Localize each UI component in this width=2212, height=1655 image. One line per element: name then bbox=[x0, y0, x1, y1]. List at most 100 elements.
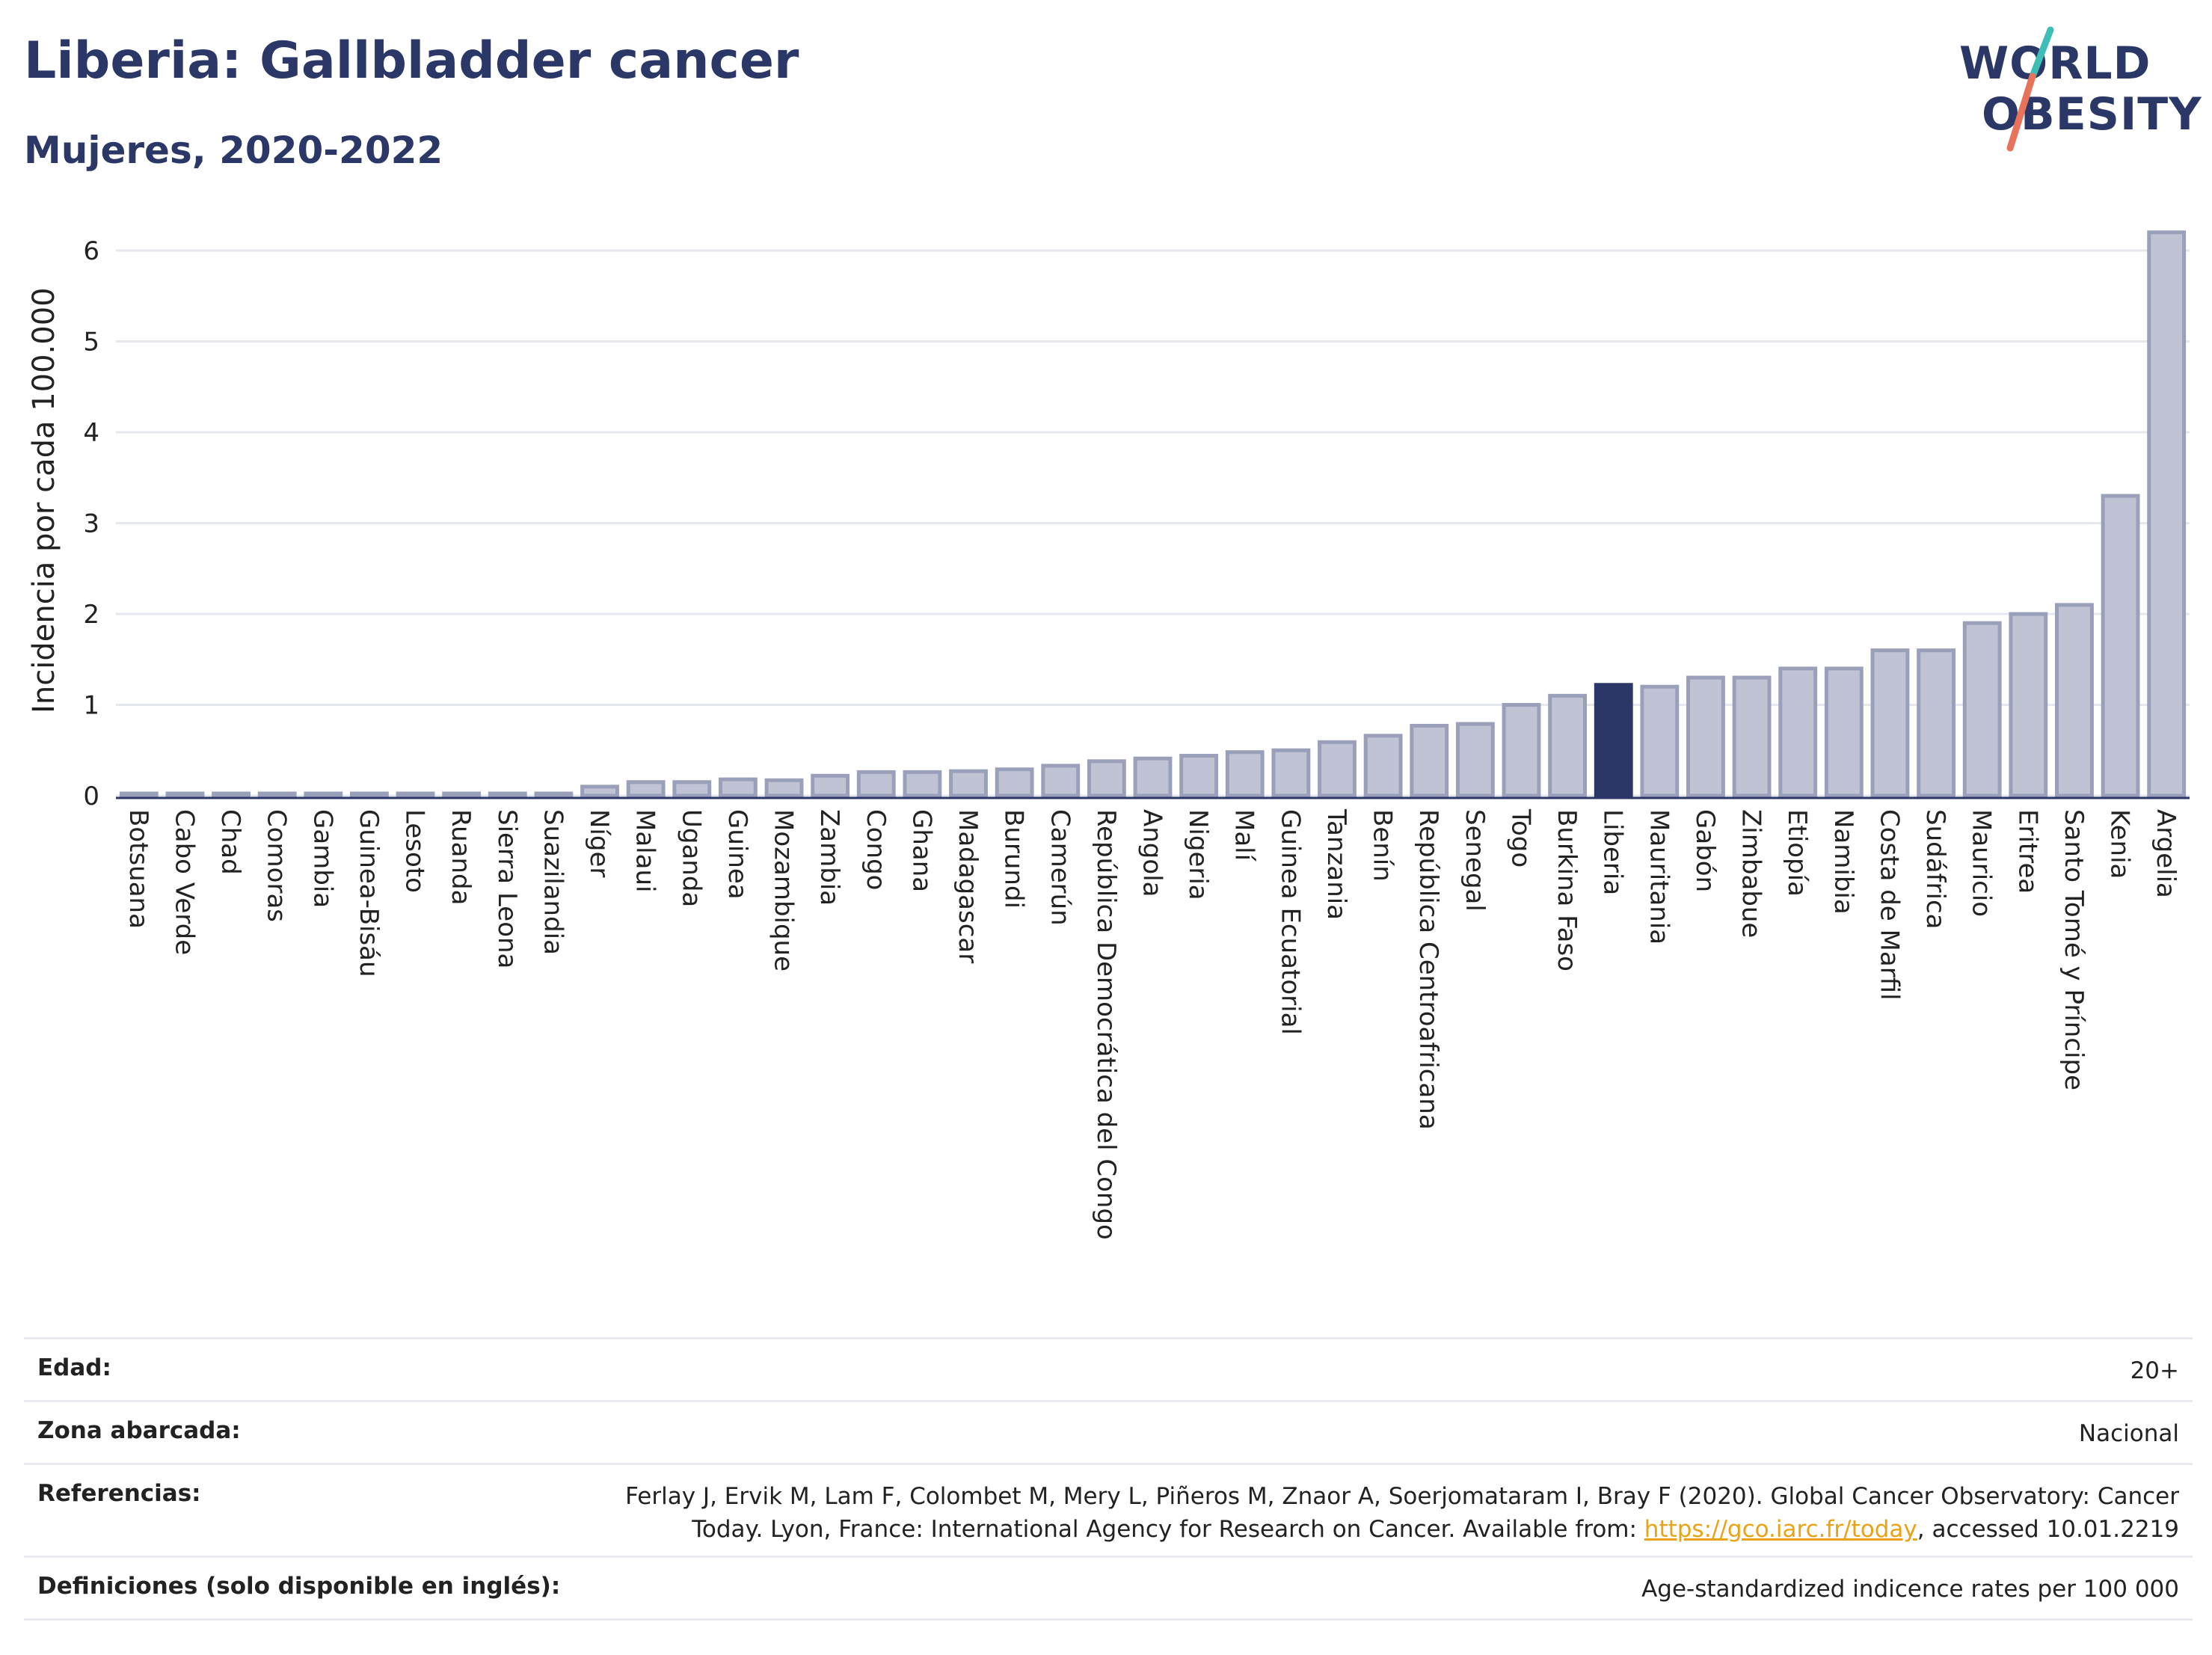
info-table-bottom-border bbox=[24, 1618, 2193, 1621]
bar bbox=[488, 791, 527, 798]
y-tick-label: 5 bbox=[83, 328, 99, 357]
x-tick-label: Mauricio bbox=[1967, 809, 1997, 917]
x-tick-label: Comoras bbox=[262, 809, 292, 922]
info-key-area: Zona abarcada: bbox=[37, 1417, 241, 1444]
bar bbox=[1363, 734, 1403, 798]
bar bbox=[1962, 621, 2002, 798]
x-tick-label: Togo bbox=[1505, 808, 1535, 868]
logo-word-world: WORLD bbox=[1959, 37, 2151, 90]
logo-slash-top bbox=[2029, 26, 2054, 80]
chart-subtitle: Mujeres, 2020-2022 bbox=[24, 129, 443, 172]
reference-line-2-post: , accessed 10.01.2219 bbox=[1917, 1516, 2179, 1543]
bar bbox=[1502, 703, 1541, 798]
info-row-area: Zona abarcada: Nacional bbox=[24, 1400, 2193, 1463]
x-tick-label: Sierra Leona bbox=[492, 809, 522, 968]
x-tick-label: Ghana bbox=[906, 809, 936, 892]
y-tick-labels: 0 1 2 3 4 5 6 bbox=[83, 236, 99, 811]
bar bbox=[304, 791, 343, 798]
y-tick-label: 6 bbox=[83, 236, 99, 266]
x-tick-label: Burkina Faso bbox=[1552, 809, 1582, 971]
x-tick-label: Nigeria bbox=[1183, 809, 1213, 900]
x-tick-label: Camerún bbox=[1045, 809, 1075, 926]
y-axis-label: Incidencia por cada 100.000 bbox=[27, 287, 61, 713]
info-key-references: Referencias: bbox=[37, 1480, 201, 1507]
x-tick-label: Mauritania bbox=[1644, 809, 1674, 945]
info-row-age: Edad: 20+ bbox=[24, 1337, 2193, 1400]
bar bbox=[1640, 684, 1680, 798]
world-obesity-logo: WORLD OBESITY bbox=[1944, 22, 2202, 157]
bar bbox=[212, 791, 251, 798]
bar bbox=[442, 791, 482, 798]
x-tick-label: Chad bbox=[215, 809, 245, 875]
bar bbox=[580, 784, 619, 798]
x-tick-label: Senegal bbox=[1460, 809, 1490, 912]
info-key-definitions: Definiciones (solo disponible en inglés)… bbox=[37, 1573, 561, 1600]
bar bbox=[1778, 666, 1818, 798]
logo-slash-bottom bbox=[2006, 73, 2036, 152]
bar bbox=[2147, 230, 2187, 798]
reference-link[interactable]: https://gco.iarc.fr/today bbox=[1644, 1516, 1917, 1543]
y-tick-label: 3 bbox=[83, 509, 99, 539]
bars bbox=[119, 230, 2187, 798]
bar bbox=[764, 778, 804, 798]
info-row-references: Referencias: Ferlay J, Ervik M, Lam F, C… bbox=[24, 1463, 2193, 1556]
info-value-age: 20+ bbox=[2130, 1357, 2179, 1384]
x-tick-label: Guinea bbox=[722, 809, 752, 900]
bar bbox=[1824, 666, 1864, 798]
bar bbox=[856, 770, 896, 798]
x-tick-label: Costa de Marfil bbox=[1874, 809, 1904, 1001]
x-tick-label: Botsuana bbox=[123, 809, 153, 929]
bar-chart: 0 1 2 3 4 5 6 Botsuana Cabo Verde Chad Comoras Gam… bbox=[27, 230, 2190, 1240]
x-tick-label: Lesoto bbox=[400, 809, 430, 893]
bar bbox=[2055, 603, 2094, 798]
bar bbox=[811, 773, 850, 798]
bar bbox=[119, 791, 159, 798]
bar bbox=[1917, 648, 1956, 798]
x-tick-label: Níger bbox=[584, 809, 614, 877]
x-tick-label: Mozambique bbox=[769, 809, 799, 971]
bar bbox=[1455, 722, 1495, 798]
x-tick-label: Burundi bbox=[999, 809, 1029, 909]
x-tick-label: República Democrática del Congo bbox=[1091, 809, 1121, 1240]
info-value-definitions: Age-standardized indicence rates per 100… bbox=[1641, 1576, 2179, 1603]
bar bbox=[1041, 764, 1081, 798]
info-value-area: Nacional bbox=[2078, 1420, 2179, 1447]
bar bbox=[718, 777, 758, 798]
x-tick-label: Suazilandia bbox=[538, 809, 568, 955]
x-tick-labels: Botsuana Cabo Verde Chad Comoras Gambia Guine… bbox=[123, 808, 2181, 1240]
chart-title: Liberia: Gallbladder cancer bbox=[24, 31, 799, 90]
reference-line-1: Ferlay J, Ervik M, Lam F, Colombet M, Me… bbox=[625, 1483, 2179, 1510]
x-tick-label: Eritrea bbox=[2012, 809, 2042, 894]
reference-line-2-pre: Today. Lyon, France: International Agenc… bbox=[692, 1516, 1644, 1543]
info-value-references: Ferlay J, Ervik M, Lam F, Colombet M, Me… bbox=[625, 1480, 2179, 1546]
x-tick-label: Malaui bbox=[630, 809, 660, 892]
x-tick-label: Gabón bbox=[1690, 809, 1720, 892]
x-tick-label: Namibia bbox=[1828, 809, 1858, 915]
bar bbox=[2009, 612, 2048, 798]
bar bbox=[626, 780, 666, 798]
x-tick-label: Malí bbox=[1229, 809, 1259, 862]
bar bbox=[1732, 675, 1772, 798]
bar bbox=[534, 791, 574, 798]
x-tick-label: Sudáfrica bbox=[1920, 809, 1950, 929]
x-tick-label: Tanzania bbox=[1321, 808, 1351, 920]
x-tick-label: Benín bbox=[1368, 809, 1398, 882]
y-tick-label: 0 bbox=[83, 782, 99, 811]
bar bbox=[1271, 748, 1311, 798]
bar bbox=[995, 767, 1034, 798]
y-tick-label: 2 bbox=[83, 600, 99, 630]
x-tick-label: Zambia bbox=[814, 809, 844, 906]
x-tick-label: Congo bbox=[861, 809, 891, 890]
x-tick-label: Santo Tomé y Príncipe bbox=[2059, 809, 2089, 1090]
y-tick-label: 1 bbox=[83, 691, 99, 721]
x-tick-label: Cabo Verde bbox=[169, 809, 199, 955]
info-row-definitions: Definiciones (solo disponible en inglés)… bbox=[24, 1556, 2193, 1618]
x-tick-label: Liberia bbox=[1598, 809, 1628, 895]
bar bbox=[257, 791, 297, 798]
bar bbox=[1870, 648, 1910, 798]
x-tick-label: Uganda bbox=[676, 809, 706, 907]
x-tick-label: Guinea-Bisáu bbox=[354, 809, 384, 977]
x-tick-label: Gambia bbox=[307, 809, 337, 908]
y-tick-label: 4 bbox=[83, 418, 99, 448]
bar bbox=[1179, 754, 1219, 798]
